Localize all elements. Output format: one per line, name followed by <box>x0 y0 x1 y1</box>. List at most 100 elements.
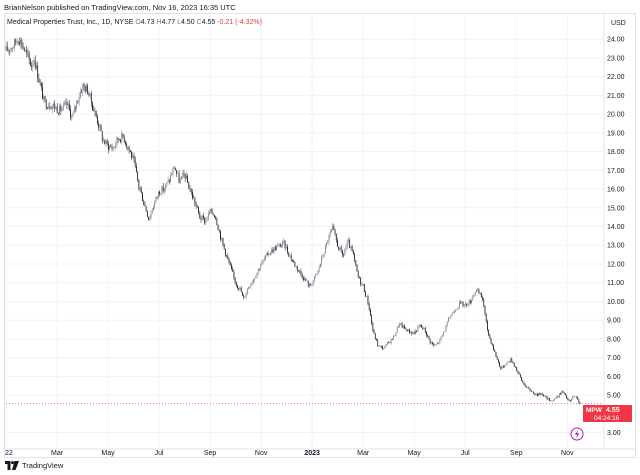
candle <box>354 252 355 263</box>
candle <box>218 229 220 233</box>
candle <box>411 330 413 336</box>
footer: TradingView <box>5 461 63 470</box>
candle <box>418 323 420 328</box>
candle <box>294 261 296 268</box>
candle <box>324 244 326 254</box>
candle <box>501 365 503 370</box>
candle <box>512 361 514 364</box>
chart-frame[interactable] <box>4 13 636 458</box>
candle <box>522 380 524 383</box>
candle <box>335 233 337 243</box>
candle <box>122 133 124 139</box>
candle <box>536 393 538 397</box>
y-tick-label: 10.00 <box>607 299 625 306</box>
candle <box>145 206 147 212</box>
candle <box>521 377 522 381</box>
candle <box>281 243 282 249</box>
candle <box>578 398 580 404</box>
candle <box>11 47 13 53</box>
candle <box>27 48 29 58</box>
candle <box>185 172 187 180</box>
candle <box>568 399 570 401</box>
candle <box>123 135 125 144</box>
candle <box>118 138 120 141</box>
candle <box>300 268 302 277</box>
price-badge-price: 4.55 <box>606 407 620 414</box>
price-badge[interactable]: MPW 4.55 04:24:16 <box>583 405 632 422</box>
candle <box>500 366 502 370</box>
candle <box>305 277 307 282</box>
candle <box>478 288 480 294</box>
candle <box>421 324 422 328</box>
candle <box>362 283 364 287</box>
candle <box>406 328 408 332</box>
candle <box>572 395 574 400</box>
candle <box>407 329 409 332</box>
price-badge-bg <box>583 405 632 422</box>
candle <box>497 359 499 364</box>
candle <box>499 361 500 368</box>
candle <box>374 332 376 340</box>
candle <box>72 111 74 118</box>
candle <box>277 242 279 248</box>
candle <box>456 308 458 311</box>
x-tick-label: May <box>408 450 422 457</box>
candle <box>348 237 349 244</box>
candle <box>327 240 329 245</box>
candle <box>344 248 346 256</box>
candle <box>533 391 535 395</box>
candle <box>95 110 97 119</box>
candle <box>20 36 22 49</box>
candle <box>355 260 357 267</box>
chart-legend: Medical Properties Trust, Inc., 1D, NYSE… <box>7 19 262 26</box>
candle <box>193 194 195 199</box>
candle <box>388 341 390 344</box>
candle <box>132 152 134 159</box>
candle <box>527 387 529 389</box>
candle <box>274 245 276 251</box>
candle <box>244 295 246 298</box>
candle <box>517 370 519 374</box>
candle <box>235 281 237 288</box>
legend-low: 4.50 <box>180 19 195 26</box>
candle <box>558 393 560 398</box>
price-axis: 24.00 23.00 22.00 21.00 20.00 19.00 18.00 17.00… <box>603 14 625 450</box>
candle <box>371 314 373 326</box>
candle <box>222 237 224 247</box>
candle <box>352 249 354 255</box>
candle <box>129 149 131 153</box>
candle <box>429 338 431 345</box>
candle <box>170 172 171 183</box>
candle <box>9 49 11 56</box>
candle <box>410 331 412 334</box>
candle <box>295 265 297 270</box>
candle <box>50 106 52 110</box>
candle <box>45 99 47 111</box>
candle <box>168 178 170 185</box>
lightning-icon[interactable] <box>570 427 584 441</box>
candle <box>419 324 421 328</box>
y-tick-label: 15.00 <box>607 205 625 212</box>
candle <box>404 324 405 330</box>
candle <box>212 212 214 216</box>
candle <box>47 106 48 110</box>
legend-close: 4.55 <box>201 19 216 26</box>
candle <box>78 92 80 106</box>
candle <box>428 335 430 340</box>
candle <box>87 83 89 95</box>
candle <box>116 136 118 149</box>
candle <box>125 139 126 147</box>
candle <box>38 73 40 83</box>
y-tick-label: 21.00 <box>607 93 625 100</box>
candle <box>365 290 366 298</box>
candle <box>318 264 320 273</box>
y-tick-label: 24.00 <box>607 37 625 44</box>
x-tick-label: Nov <box>561 450 574 457</box>
candle <box>282 239 284 248</box>
candle <box>136 162 137 173</box>
candle <box>449 317 451 319</box>
candle <box>149 215 151 221</box>
candle <box>207 210 209 221</box>
candle <box>422 326 424 331</box>
